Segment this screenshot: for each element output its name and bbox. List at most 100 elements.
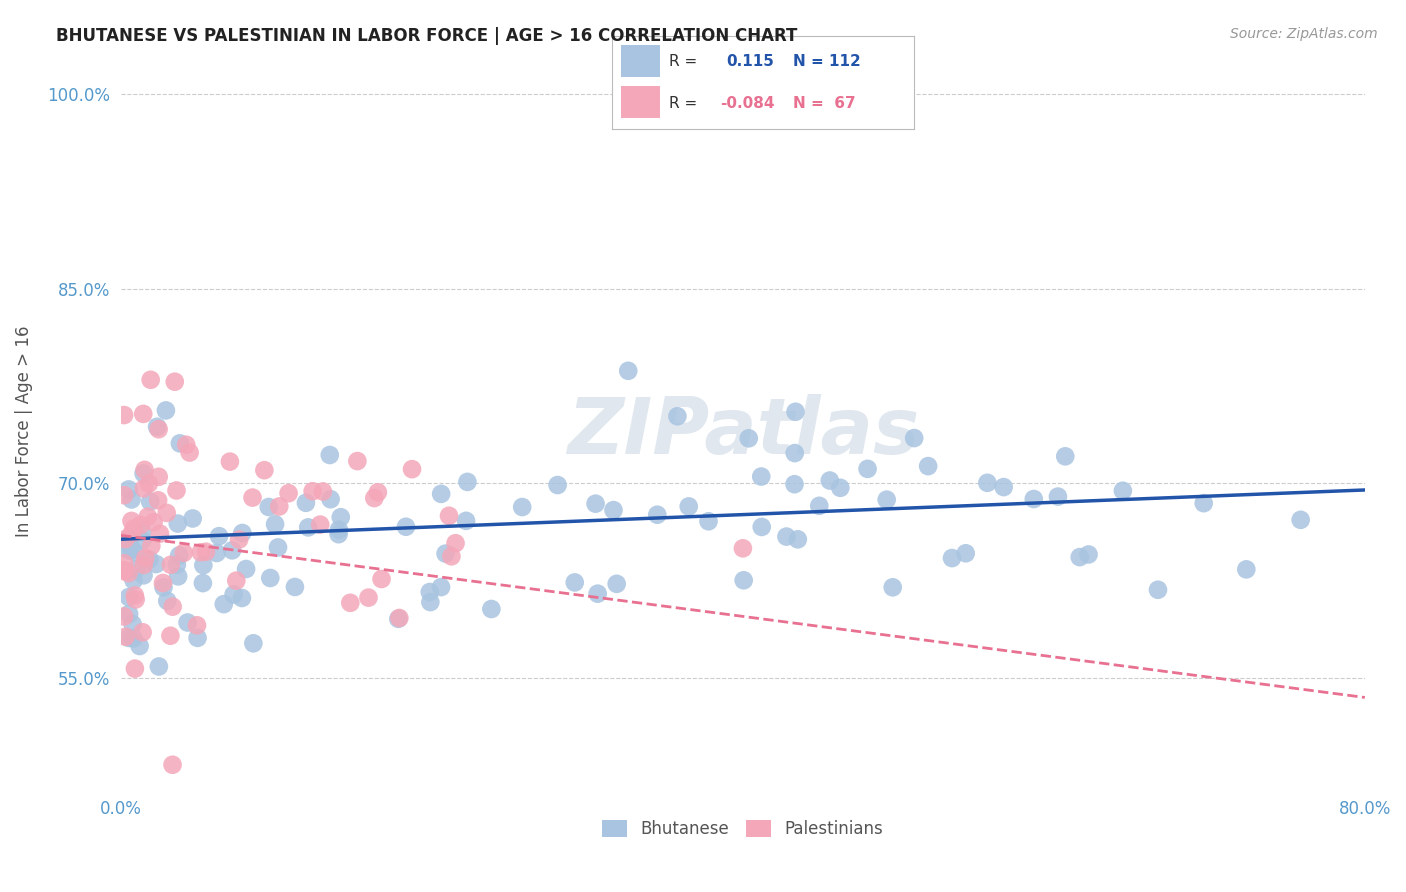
Point bbox=[187, 631, 209, 645]
Point bbox=[112, 408, 135, 422]
Point bbox=[173, 546, 195, 560]
Point bbox=[277, 486, 299, 500]
Point bbox=[510, 500, 533, 514]
Point bbox=[152, 580, 174, 594]
Point bbox=[162, 757, 184, 772]
Point bbox=[606, 577, 628, 591]
Point bbox=[167, 549, 190, 563]
Point bbox=[112, 557, 135, 571]
Text: -0.084: -0.084 bbox=[720, 95, 775, 111]
Point bbox=[1112, 483, 1135, 498]
Point bbox=[941, 551, 963, 566]
Point bbox=[139, 494, 162, 508]
Point bbox=[190, 545, 212, 559]
Point bbox=[267, 541, 290, 555]
Point bbox=[1234, 562, 1257, 576]
Point bbox=[479, 602, 502, 616]
Point bbox=[212, 597, 235, 611]
Point bbox=[219, 455, 242, 469]
Point bbox=[257, 500, 280, 514]
Point bbox=[134, 551, 156, 566]
Point bbox=[114, 630, 136, 644]
Point bbox=[146, 493, 169, 508]
Point bbox=[328, 523, 350, 537]
Point bbox=[751, 520, 773, 534]
Point bbox=[733, 574, 755, 588]
Point bbox=[731, 541, 754, 556]
Point bbox=[166, 558, 188, 572]
Point bbox=[903, 431, 925, 445]
Point bbox=[195, 545, 218, 559]
Point bbox=[783, 477, 806, 491]
Point bbox=[159, 558, 181, 572]
Point bbox=[221, 543, 243, 558]
Point bbox=[775, 530, 797, 544]
Point bbox=[222, 588, 245, 602]
Point bbox=[367, 485, 389, 500]
Text: R =: R = bbox=[669, 95, 697, 111]
Point bbox=[117, 566, 139, 580]
Point bbox=[419, 595, 441, 609]
Text: Source: ZipAtlas.com: Source: ZipAtlas.com bbox=[1230, 27, 1378, 41]
Point bbox=[387, 612, 409, 626]
Text: 0.115: 0.115 bbox=[727, 54, 775, 70]
Point bbox=[167, 569, 190, 583]
Point bbox=[346, 454, 368, 468]
Point bbox=[301, 484, 323, 499]
Point bbox=[186, 618, 208, 632]
Point bbox=[124, 592, 146, 607]
Point bbox=[339, 596, 361, 610]
Point bbox=[917, 459, 939, 474]
Point bbox=[264, 517, 287, 532]
Point bbox=[169, 436, 191, 450]
Point bbox=[830, 481, 852, 495]
Point bbox=[678, 500, 700, 514]
Point bbox=[121, 514, 143, 528]
Point bbox=[120, 539, 142, 553]
Point bbox=[319, 448, 342, 462]
Point bbox=[363, 491, 385, 505]
Point bbox=[131, 524, 153, 539]
Point bbox=[645, 508, 668, 522]
Point bbox=[139, 373, 162, 387]
Point bbox=[269, 500, 291, 514]
Point bbox=[312, 484, 335, 499]
Point bbox=[738, 431, 761, 445]
Point bbox=[138, 552, 160, 566]
Point bbox=[148, 422, 170, 436]
Point bbox=[112, 609, 135, 624]
Point bbox=[118, 532, 141, 546]
Point bbox=[146, 419, 169, 434]
Point bbox=[162, 599, 184, 614]
Point bbox=[208, 529, 231, 543]
Point bbox=[876, 492, 898, 507]
Point bbox=[818, 474, 841, 488]
Point bbox=[118, 590, 141, 604]
Point bbox=[297, 520, 319, 534]
Point bbox=[174, 438, 197, 452]
Point bbox=[166, 483, 188, 498]
Point bbox=[388, 611, 411, 625]
Point bbox=[145, 557, 167, 571]
Point bbox=[602, 503, 624, 517]
Point bbox=[176, 615, 198, 630]
Point bbox=[132, 482, 155, 496]
Point bbox=[284, 580, 307, 594]
Point bbox=[430, 580, 453, 594]
Point bbox=[808, 499, 831, 513]
Point bbox=[181, 511, 204, 525]
Point bbox=[228, 533, 250, 547]
Point bbox=[121, 526, 143, 541]
Point bbox=[128, 639, 150, 653]
Point bbox=[132, 407, 155, 421]
Point bbox=[666, 409, 689, 424]
Point bbox=[401, 462, 423, 476]
Point bbox=[547, 478, 569, 492]
Point bbox=[121, 617, 143, 632]
Point bbox=[124, 662, 146, 676]
Y-axis label: In Labor Force | Age > 16: In Labor Force | Age > 16 bbox=[15, 326, 32, 537]
Point bbox=[112, 563, 135, 577]
Point bbox=[564, 575, 586, 590]
Point bbox=[456, 475, 478, 489]
Point bbox=[122, 574, 145, 588]
